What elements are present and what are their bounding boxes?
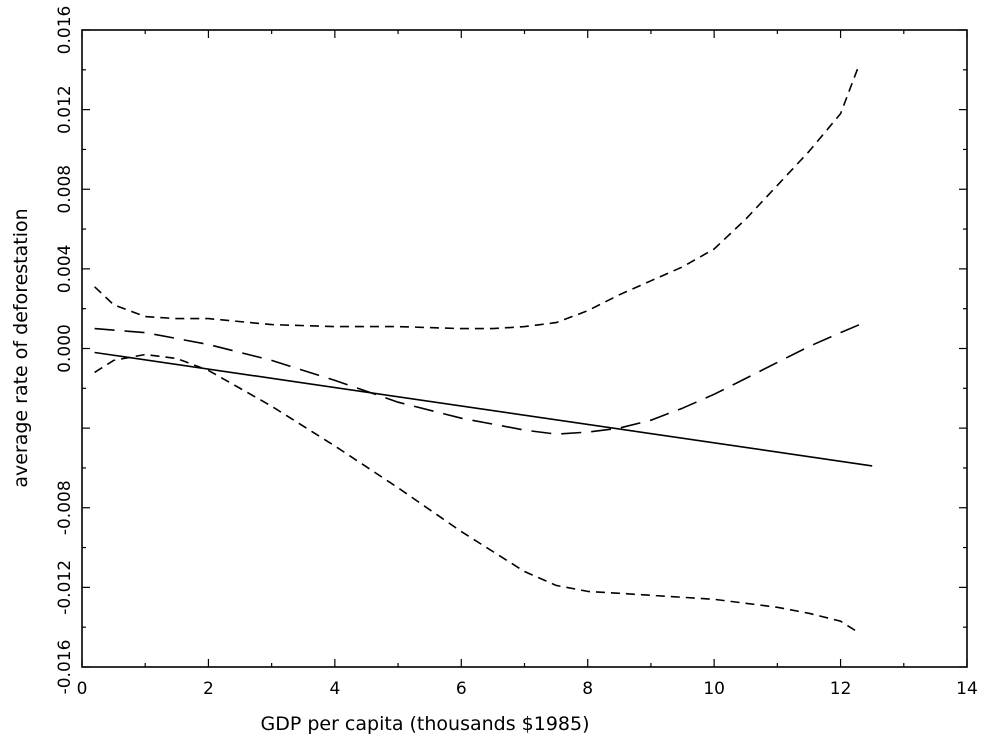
x-tick-label: 0 bbox=[77, 679, 88, 699]
y-tick-label: 0.012 bbox=[55, 85, 75, 134]
tick-labels: 0 2 4 6 8 10 12 14 -0.016 -0.012 -0.008 0.000 0.004 0… bbox=[55, 6, 978, 699]
x-tick-label: 14 bbox=[956, 679, 978, 699]
x-tick-label: 8 bbox=[582, 679, 593, 699]
y-tick-label: -0.008 bbox=[55, 480, 75, 535]
y-tick-label: 0.016 bbox=[55, 6, 75, 55]
x-tick-label: 6 bbox=[456, 679, 467, 699]
x-axis-label: GDP per capita (thousands $1985) bbox=[260, 713, 589, 735]
x-tick-label: 10 bbox=[703, 679, 725, 699]
ticks bbox=[81, 29, 968, 668]
series-line-2 bbox=[94, 323, 860, 435]
x-tick-label: 4 bbox=[329, 679, 340, 699]
y-tick-label: 0.004 bbox=[55, 245, 75, 294]
series-line-1 bbox=[94, 351, 873, 467]
series bbox=[94, 63, 873, 634]
y-tick-label: 0.000 bbox=[55, 324, 75, 373]
series-line-3 bbox=[94, 63, 861, 330]
x-tick-label: 12 bbox=[830, 679, 852, 699]
y-axis-label: average rate of deforestation bbox=[10, 208, 32, 487]
y-tick-label: -0.016 bbox=[55, 640, 75, 695]
series-line-4 bbox=[94, 353, 860, 634]
x-tick-label: 2 bbox=[203, 679, 214, 699]
y-tick-label: 0.008 bbox=[55, 165, 75, 214]
y-tick-label: -0.012 bbox=[55, 560, 75, 615]
